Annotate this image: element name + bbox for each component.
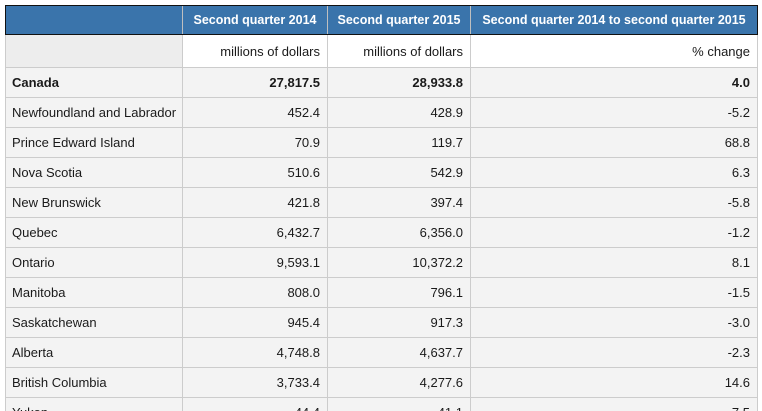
value-q2-2014: 4,748.8 (182, 337, 328, 368)
value-q2-2015: 10,372.2 (327, 247, 471, 278)
value-change: 14.6 (470, 367, 758, 398)
table-row-canada: Canada 27,817.5 28,933.8 4.0 (5, 67, 758, 98)
value-change: 4.0 (470, 67, 758, 98)
value-q2-2015: 4,637.7 (327, 337, 471, 368)
region-label: Ontario (5, 247, 183, 278)
units-q2-2014: millions of dollars (182, 34, 328, 68)
region-label: Nova Scotia (5, 157, 183, 188)
region-label: Yukon (5, 397, 183, 411)
region-label: Quebec (5, 217, 183, 248)
value-q2-2014: 3,733.4 (182, 367, 328, 398)
table-row-alberta: Alberta 4,748.8 4,637.7 -2.3 (5, 337, 758, 368)
region-label: Prince Edward Island (5, 127, 183, 158)
value-q2-2015: 917.3 (327, 307, 471, 338)
table-row-prince-edward-island: Prince Edward Island 70.9 119.7 68.8 (5, 127, 758, 158)
table-row-newfoundland-and-labrador: Newfoundland and Labrador 452.4 428.9 -5… (5, 97, 758, 128)
header-region-blank (5, 5, 183, 35)
units-region-blank (5, 34, 183, 68)
region-label: Canada (5, 67, 183, 98)
table-row-ontario: Ontario 9,593.1 10,372.2 8.1 (5, 247, 758, 278)
header-change: Second quarter 2014 to second quarter 20… (470, 5, 758, 35)
value-change: -1.2 (470, 217, 758, 248)
value-q2-2014: 6,432.7 (182, 217, 328, 248)
value-q2-2014: 510.6 (182, 157, 328, 188)
table-header-row: Second quarter 2014 Second quarter 2015 … (5, 5, 758, 35)
value-change: -1.5 (470, 277, 758, 308)
value-q2-2015: 542.9 (327, 157, 471, 188)
units-q2-2015: millions of dollars (327, 34, 471, 68)
table-row-quebec: Quebec 6,432.7 6,356.0 -1.2 (5, 217, 758, 248)
table-row-new-brunswick: New Brunswick 421.8 397.4 -5.8 (5, 187, 758, 218)
value-q2-2015: 4,277.6 (327, 367, 471, 398)
region-label: Newfoundland and Labrador (5, 97, 183, 128)
value-q2-2014: 945.4 (182, 307, 328, 338)
value-q2-2015: 41.1 (327, 397, 471, 411)
value-change: 6.3 (470, 157, 758, 188)
value-change: -2.3 (470, 337, 758, 368)
value-q2-2015: 119.7 (327, 127, 471, 158)
region-label: Manitoba (5, 277, 183, 308)
table-row-manitoba: Manitoba 808.0 796.1 -1.5 (5, 277, 758, 308)
region-label: New Brunswick (5, 187, 183, 218)
region-label: Alberta (5, 337, 183, 368)
value-change: -7.5 (470, 397, 758, 411)
value-q2-2014: 70.9 (182, 127, 328, 158)
value-q2-2014: 44.4 (182, 397, 328, 411)
value-q2-2014: 9,593.1 (182, 247, 328, 278)
value-change: 68.8 (470, 127, 758, 158)
value-change: -5.2 (470, 97, 758, 128)
value-q2-2014: 421.8 (182, 187, 328, 218)
header-q2-2014: Second quarter 2014 (182, 5, 328, 35)
value-q2-2015: 397.4 (327, 187, 471, 218)
value-change: -5.8 (470, 187, 758, 218)
table-row-nova-scotia: Nova Scotia 510.6 542.9 6.3 (5, 157, 758, 188)
value-change: -3.0 (470, 307, 758, 338)
region-label: British Columbia (5, 367, 183, 398)
quarterly-data-table: Second quarter 2014 Second quarter 2015 … (5, 5, 758, 411)
header-q2-2015: Second quarter 2015 (327, 5, 471, 35)
value-q2-2014: 808.0 (182, 277, 328, 308)
value-q2-2015: 428.9 (327, 97, 471, 128)
value-change: 8.1 (470, 247, 758, 278)
units-change: % change (470, 34, 758, 68)
value-q2-2015: 796.1 (327, 277, 471, 308)
value-q2-2015: 6,356.0 (327, 217, 471, 248)
value-q2-2014: 27,817.5 (182, 67, 328, 98)
table-row-british-columbia: British Columbia 3,733.4 4,277.6 14.6 (5, 367, 758, 398)
table-units-row: millions of dollars millions of dollars … (5, 34, 758, 68)
value-q2-2015: 28,933.8 (327, 67, 471, 98)
value-q2-2014: 452.4 (182, 97, 328, 128)
table-row-saskatchewan: Saskatchewan 945.4 917.3 -3.0 (5, 307, 758, 338)
region-label: Saskatchewan (5, 307, 183, 338)
table-row-yukon: Yukon 44.4 41.1 -7.5 (5, 397, 758, 411)
